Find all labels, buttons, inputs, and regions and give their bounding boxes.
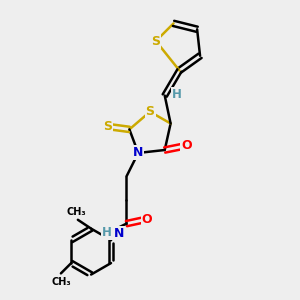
Text: S: S [103, 120, 112, 133]
Text: H: H [102, 226, 112, 239]
Text: H: H [172, 88, 182, 100]
Text: N: N [114, 226, 124, 239]
Text: CH₃: CH₃ [67, 207, 86, 217]
Text: N: N [133, 146, 143, 159]
Text: S: S [152, 34, 160, 48]
Text: CH₃: CH₃ [51, 277, 71, 287]
Text: S: S [146, 105, 154, 118]
Text: O: O [142, 213, 152, 226]
Text: O: O [182, 139, 192, 152]
